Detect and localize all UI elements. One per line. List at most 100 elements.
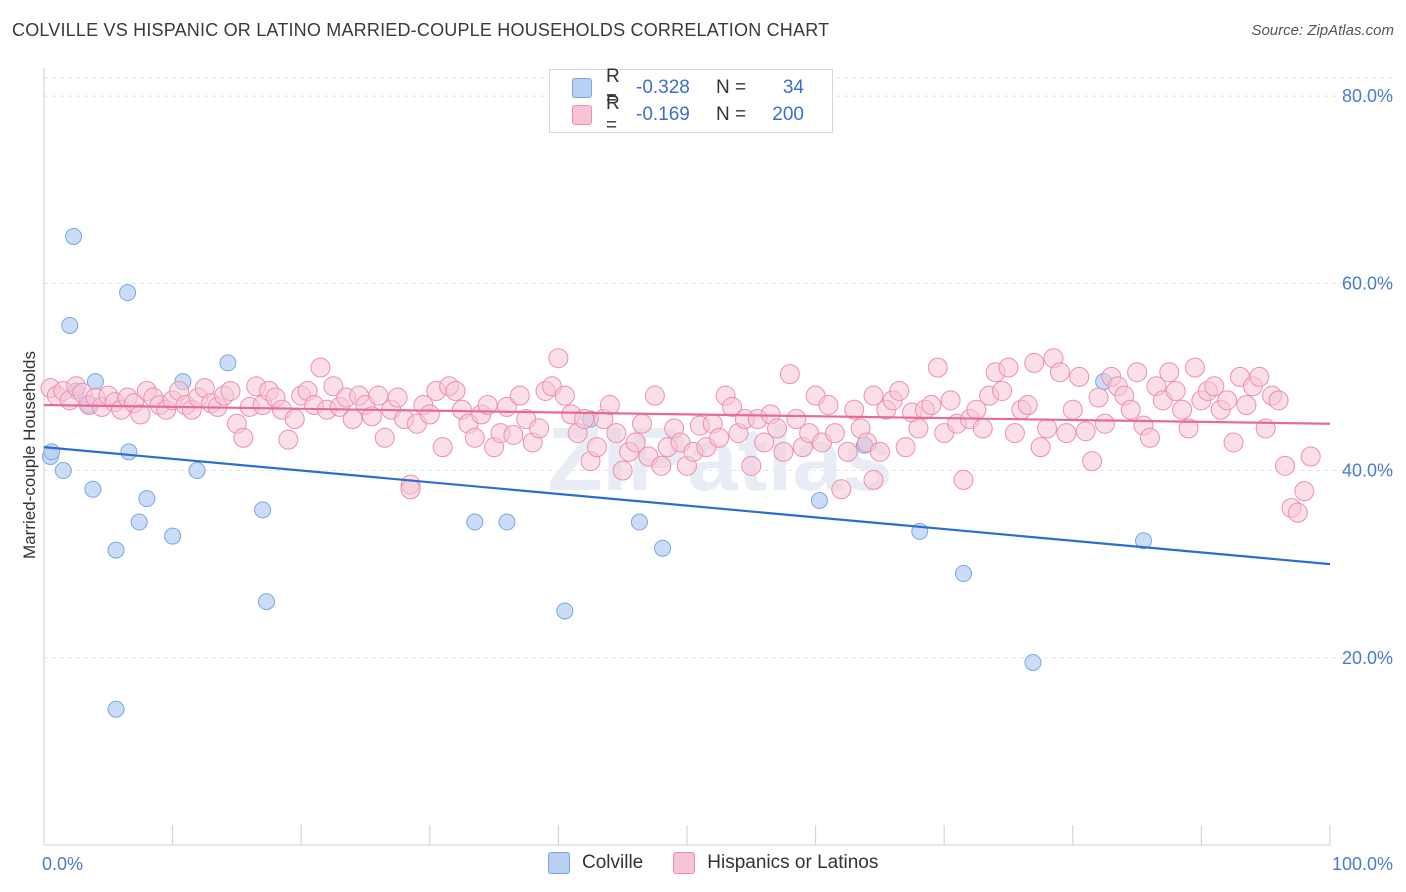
colville-point-11 (130, 513, 148, 531)
hispanic-point-186 (1236, 395, 1257, 416)
hispanic-point-128 (863, 385, 884, 406)
trend-lines (43, 403, 1331, 566)
hispanic-point-95 (651, 455, 672, 476)
hispanic-point-175 (1165, 380, 1186, 401)
colville-point-8 (119, 284, 137, 302)
hispanic-point-116 (786, 409, 807, 430)
hispanic-point-181 (1204, 376, 1225, 397)
bottom-legend: Colville Hispanics or Latinos (548, 852, 908, 874)
legend-r-label: R = (606, 66, 620, 109)
hispanic-point-192 (1274, 455, 1295, 476)
hispanic-point-106 (722, 396, 743, 417)
legend-r-label: R = (606, 93, 620, 136)
hispanic-point-140 (940, 390, 961, 411)
hispanic-point-159 (1062, 399, 1083, 420)
colville-point-10 (120, 443, 138, 461)
hispanic-point-160 (1069, 366, 1090, 387)
hispanic-point-150 (1004, 423, 1025, 444)
legend-n-label: N = (716, 77, 747, 98)
colville-point-19 (466, 513, 484, 531)
colville-point-31 (1135, 532, 1153, 550)
hispanic-point-154 (1030, 437, 1051, 458)
colville-point-20 (498, 513, 516, 531)
chart-title: COLVILLE VS HISPANIC OR LATINO MARRIED-C… (12, 20, 830, 40)
colville-point-32 (107, 700, 125, 718)
bottom-legend-label-colville: Colville (582, 852, 644, 873)
hispanic-point-88 (606, 423, 627, 444)
hispanic-point-158 (1056, 423, 1077, 444)
hispanic-point-73 (509, 385, 530, 406)
hispanic-point-198 (863, 469, 884, 490)
hispanic-point-153 (1024, 352, 1045, 373)
hispanic-point-145 (972, 418, 993, 439)
y-tick-label-1: 60.0% (1342, 273, 1393, 293)
colville-point-18 (257, 593, 275, 611)
hispanic-point-132 (889, 380, 910, 401)
hispanic-point-80 (554, 385, 575, 406)
hispanic-point-155 (1037, 418, 1058, 439)
hispanic-point-157 (1049, 362, 1070, 383)
hispanic-point-54 (387, 387, 408, 408)
hispanic-point-176 (1172, 399, 1193, 420)
hispanic-point-76 (529, 418, 550, 439)
hispanic-point-14 (130, 404, 151, 425)
hispanic-point-89 (612, 460, 633, 481)
colville-point-9 (107, 541, 125, 559)
colville-trend-line (43, 446, 1331, 566)
hispanic-point-44 (323, 376, 344, 397)
hispanic-point-196 (1300, 446, 1321, 467)
colville-point-3 (61, 316, 79, 334)
bottom-legend-label-hispanics: Hispanics or Latinos (707, 852, 879, 873)
legend-n-value: 34 (782, 77, 804, 98)
hispanic-point-195 (1294, 481, 1315, 502)
hispanic-point-178 (1184, 357, 1205, 378)
hispanic-point-122 (824, 423, 845, 444)
colville-point-23 (630, 513, 648, 531)
legend-n-value: 200 (772, 104, 804, 125)
hispanic-point-114 (773, 441, 794, 462)
colville-point-24 (654, 539, 672, 557)
hispanic-trend-line (43, 403, 1331, 425)
colville-point-12 (138, 490, 156, 508)
hispanic-point-104 (709, 427, 730, 448)
tick-labels: 80.0% 60.0% 40.0% 20.0% 0.0% 100.0% (42, 86, 1393, 874)
hispanic-point-66 (464, 427, 485, 448)
hispanic-point-168 (1120, 399, 1141, 420)
x-tick-label-1: 100.0% (1332, 854, 1393, 874)
hispanic-point-152 (1017, 395, 1038, 416)
hispanic-point-191 (1268, 390, 1289, 411)
hispanic-point-50 (361, 406, 382, 427)
hispanic-point-174 (1159, 362, 1180, 383)
hispanic-point-28 (220, 380, 241, 401)
y-tick-label-0: 80.0% (1342, 86, 1393, 106)
colville-point-29 (1024, 653, 1042, 671)
hispanic-point-142 (953, 469, 974, 490)
hispanic-point-135 (908, 418, 929, 439)
hispanic-point-63 (445, 380, 466, 401)
hispanic-point-52 (374, 427, 395, 448)
hispanic-point-37 (278, 429, 299, 450)
legend-swatch-hispanics (572, 105, 592, 125)
hispanic-point-109 (741, 455, 762, 476)
hispanic-point-129 (869, 441, 890, 462)
hispanic-point-30 (233, 427, 254, 448)
hispanic-point-149 (998, 357, 1019, 378)
legend: R = -0.328 N = 34 R = -0.169 N = 200 (549, 66, 833, 136)
hispanic-point-72 (503, 424, 524, 445)
hispanic-point-91 (625, 432, 646, 453)
legend-n-label: N = (716, 104, 747, 125)
hispanic-point-111 (754, 432, 775, 453)
hispanic-point-133 (895, 437, 916, 458)
hispanic-point-85 (586, 437, 607, 458)
colville-point-15 (188, 462, 206, 480)
legend-swatch-colville (572, 78, 592, 98)
bottom-legend-swatch-hispanics (673, 852, 696, 874)
hispanic-point-163 (1088, 387, 1109, 408)
hispanic-point-59 (419, 404, 440, 425)
colville-point-13 (164, 527, 182, 545)
hispanic-point-194 (1287, 502, 1308, 523)
hispanic-point-42 (310, 357, 331, 378)
legend-row-colville: R = -0.328 N = 34 (572, 66, 804, 109)
hispanic-point-162 (1082, 451, 1103, 472)
